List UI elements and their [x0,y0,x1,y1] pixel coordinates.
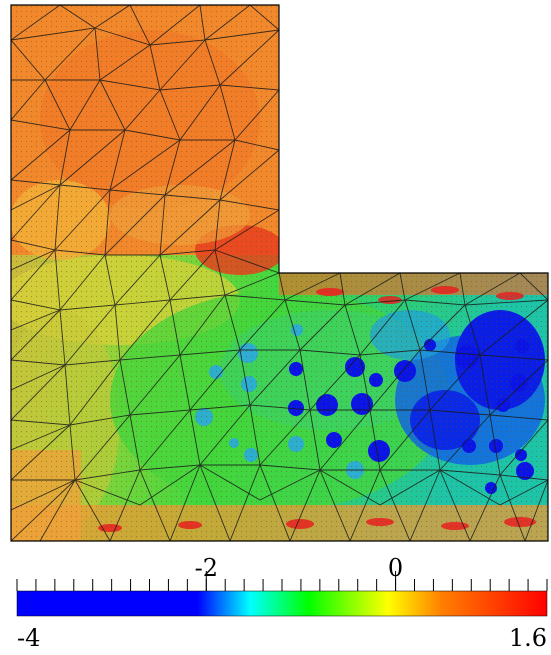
colorbar-major-tick-label: 0 [388,554,403,582]
mesh-plot [10,4,549,542]
colorbar-major-labels: -2 0 [195,554,404,582]
colorbar-gradient [16,590,548,617]
colorbar-min-label: -4 [17,624,40,652]
colorbar-minor-ticks [16,579,548,591]
field-coloring [11,5,548,541]
colorbar-major-tick-label: -2 [195,554,218,582]
domain-outline [10,4,549,542]
triangle-mesh [11,5,548,541]
colorbar-max-label: 1.6 [509,624,547,652]
colorbar: -2 0 -4 1.6 [16,554,548,652]
